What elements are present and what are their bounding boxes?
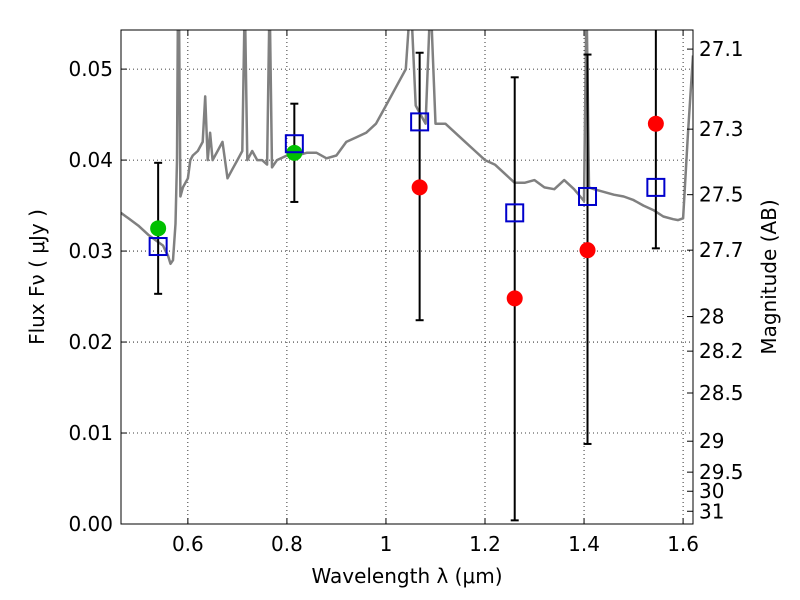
x-tick-label: 1.6 [667, 532, 699, 556]
y-tick-label: 0.03 [68, 239, 113, 263]
x-tick-label: 1.4 [568, 532, 600, 556]
right-tick-label: 27.3 [699, 117, 744, 141]
y-axis-title: Flux Fν ( μJy ) [25, 209, 49, 345]
blue-square-marker [284, 134, 304, 154]
y-tick-label: 0.01 [68, 421, 113, 445]
right-tick-label: 27.1 [699, 37, 744, 61]
grid-lines [121, 30, 693, 525]
green-data-point [150, 220, 167, 237]
red-data-point [579, 242, 596, 259]
right-tick-label: 28.2 [699, 339, 744, 363]
blue-square-marker [505, 203, 525, 223]
x-tick-label: 0.6 [172, 532, 204, 556]
axis-ticks: 0.6 0.8 1 1.2 1.4 1.6 0.00 0.01 0.02 0.03 0.04 0.05… [68, 30, 744, 556]
blue-square-marker [410, 112, 430, 132]
right-tick-label: 29 [699, 429, 724, 453]
right-tick-label: 28 [699, 305, 724, 329]
x-tick-label: 1.2 [469, 532, 501, 556]
plot-frame [120, 29, 694, 525]
right-tick-label: 27.7 [699, 238, 744, 262]
blue-square-marker [646, 177, 666, 197]
plot-series [121, 30, 693, 266]
right-tick-label: 31 [699, 499, 724, 523]
blue-square-marker [148, 237, 168, 257]
error-bars [148, 30, 666, 522]
red-data-point [506, 290, 523, 307]
right-tick-label: 30 [699, 479, 724, 503]
y-tick-label: 0.02 [68, 330, 113, 354]
red-data-point [411, 179, 428, 196]
model-spectrum-line [121, 30, 693, 266]
y-tick-label: 0.05 [68, 57, 113, 81]
x-axis-title: Wavelength λ (μm) [311, 564, 502, 588]
y-tick-label: 0.00 [68, 512, 113, 536]
right-axis-title: Magnitude (AB) [757, 199, 781, 354]
x-tick-label: 1 [380, 532, 393, 556]
x-tick-label: 0.8 [271, 532, 303, 556]
blue-square-marker [578, 186, 598, 206]
right-tick-label: 27.5 [699, 183, 744, 207]
y-tick-label: 0.04 [68, 148, 113, 172]
red-data-point [647, 115, 664, 132]
right-tick-label: 29.5 [699, 460, 744, 484]
right-tick-label: 28.5 [699, 381, 744, 405]
